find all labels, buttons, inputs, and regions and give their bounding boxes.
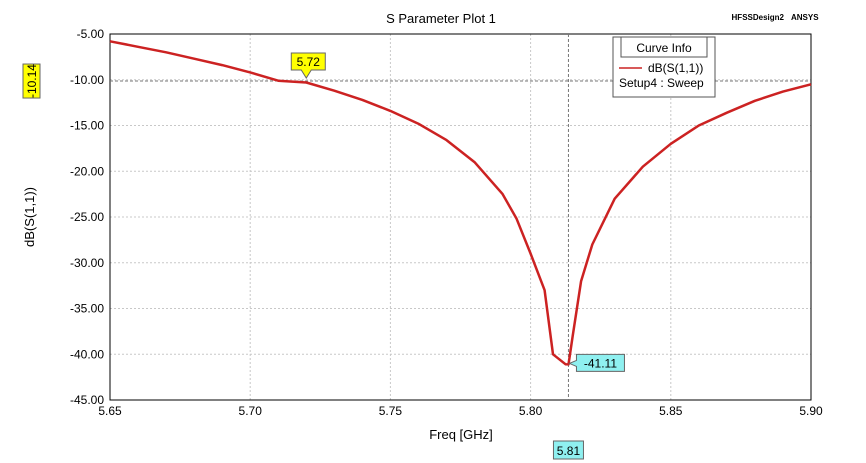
legend-title-box	[620, 36, 708, 58]
markers: 5.72 -41.11	[290, 52, 625, 372]
x-tick-label: 5.85	[659, 404, 683, 418]
marker-label: 5.72	[297, 55, 321, 69]
y-tick-label: -25.00	[70, 210, 104, 224]
y-tick-label: -10.00	[70, 73, 104, 87]
y-tick-label: -30.00	[70, 256, 104, 270]
marker-label: -41.11	[584, 356, 617, 370]
marker-callout	[568, 353, 625, 372]
x-tick-labels: 5.65 5.70 5.75 5.80 5.85 5.90	[98, 404, 823, 418]
chart-title: S Parameter Plot 1	[386, 11, 496, 26]
x-tick-label: 5.80	[519, 404, 543, 418]
y-tick-label: -45.00	[70, 393, 104, 407]
x-tick-label: 5.75	[379, 404, 403, 418]
marker-x-marker[interactable]: 5.72	[290, 52, 326, 79]
x-reference-label-box	[552, 440, 584, 460]
x-tick-label: 5.70	[239, 404, 263, 418]
x-tick-label: 5.65	[98, 404, 122, 418]
y-axis-label: dB(S(1,1))	[22, 187, 37, 247]
y-tick-labels: -5.00 -10.00 -15.00 -20.00 -25.00 -30.00 -35.0…	[70, 27, 104, 407]
brand-label: ANSYS	[791, 13, 819, 22]
x-reference-label[interactable]: 5.81	[552, 440, 584, 460]
series-group	[109, 40, 812, 366]
x-reference-label-text: 5.81	[557, 444, 581, 458]
design-label: HFSSDesign2	[732, 13, 785, 22]
y-tick-label: -20.00	[70, 164, 104, 178]
reference-lines: -10.14 5.81	[22, 34, 811, 460]
x-tick-label: 5.90	[799, 404, 823, 418]
y-tick-label: -35.00	[70, 302, 104, 316]
y-reference-label-box	[22, 63, 41, 99]
y-reference-label[interactable]: -10.14	[22, 63, 41, 99]
series-line-0	[109, 40, 812, 366]
legend-entry-name: dB(S(1,1))	[648, 61, 703, 75]
marker-value-marker[interactable]: -41.11	[568, 353, 625, 372]
legend[interactable]: Curve Info dB(S(1,1)) Setup4 : Sweep	[612, 36, 716, 98]
legend-title: Curve Info	[636, 41, 692, 55]
marker-callout	[290, 52, 326, 79]
y-tick-label: -40.00	[70, 347, 104, 361]
legend-entry-sub: Setup4 : Sweep	[619, 76, 704, 90]
y-tick-label: -15.00	[70, 119, 104, 133]
y-tick-label: -5.00	[77, 27, 105, 41]
plot-frame	[109, 33, 812, 401]
y-reference-label-text: -10.14	[25, 64, 39, 98]
x-axis-label: Freq [GHz]	[429, 427, 493, 442]
